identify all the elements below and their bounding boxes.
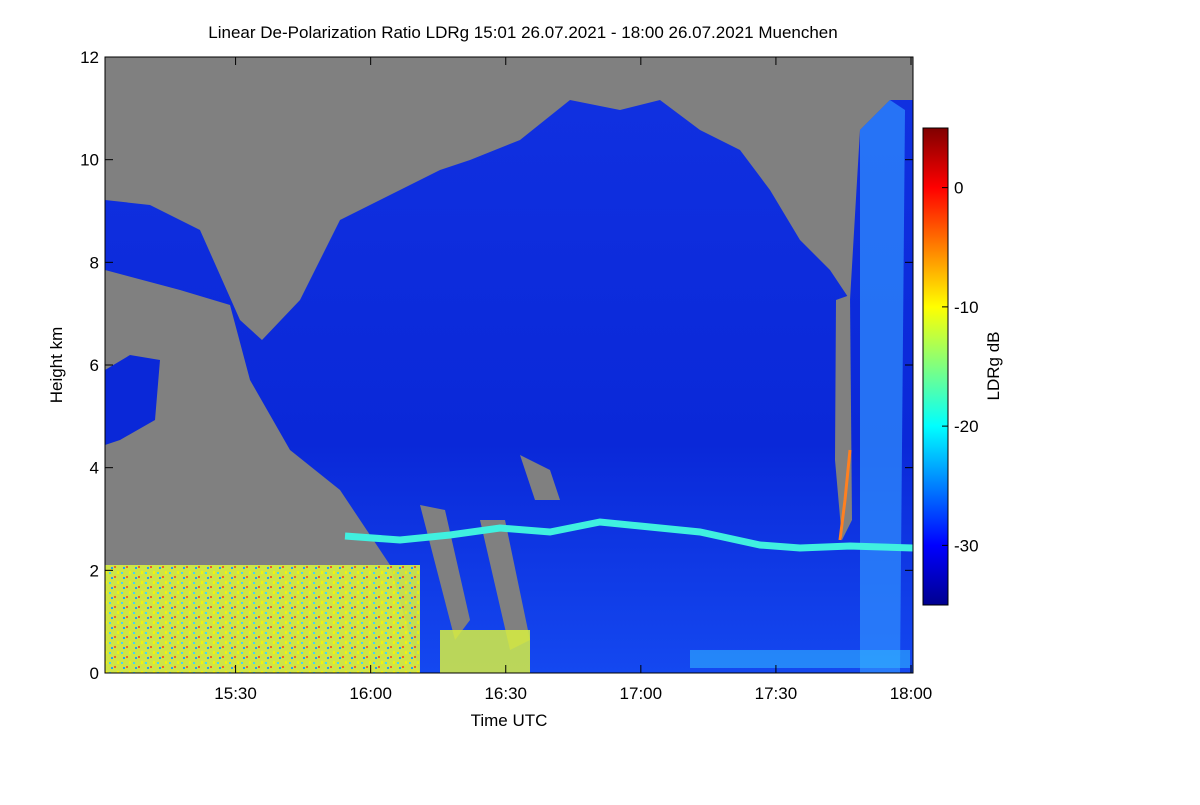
y-tick-label: 6 (90, 356, 99, 375)
y-axis-label: Height km (47, 327, 66, 404)
x-tick-label: 17:00 (620, 684, 663, 703)
colorbar (922, 127, 949, 606)
y-tick-label: 4 (90, 459, 99, 478)
x-tick-label: 16:30 (484, 684, 527, 703)
colorbar-tick-label: 0 (954, 179, 963, 198)
x-axis-label: Time UTC (471, 711, 548, 730)
y-tick-label: 10 (80, 151, 99, 170)
heatmap-image (105, 57, 914, 673)
chart-title: Linear De-Polarization Ratio LDRg 15:01 … (208, 23, 837, 42)
y-tick-label: 8 (90, 253, 99, 272)
x-tick-label: 17:30 (755, 684, 798, 703)
x-tick-label: 15:30 (214, 684, 257, 703)
x-tick-label: 16:00 (349, 684, 392, 703)
colorbar-tick-label: -20 (954, 417, 979, 436)
colorbar-label: LDRg dB (984, 332, 1003, 401)
y-tick-label: 12 (80, 48, 99, 67)
colorbar-tick-label: -30 (954, 536, 979, 555)
y-tick-label: 2 (90, 561, 99, 580)
x-tick-label: 18:00 (890, 684, 933, 703)
y-tick-label: 0 (90, 664, 99, 683)
colorbar-tick-label: -10 (954, 298, 979, 317)
